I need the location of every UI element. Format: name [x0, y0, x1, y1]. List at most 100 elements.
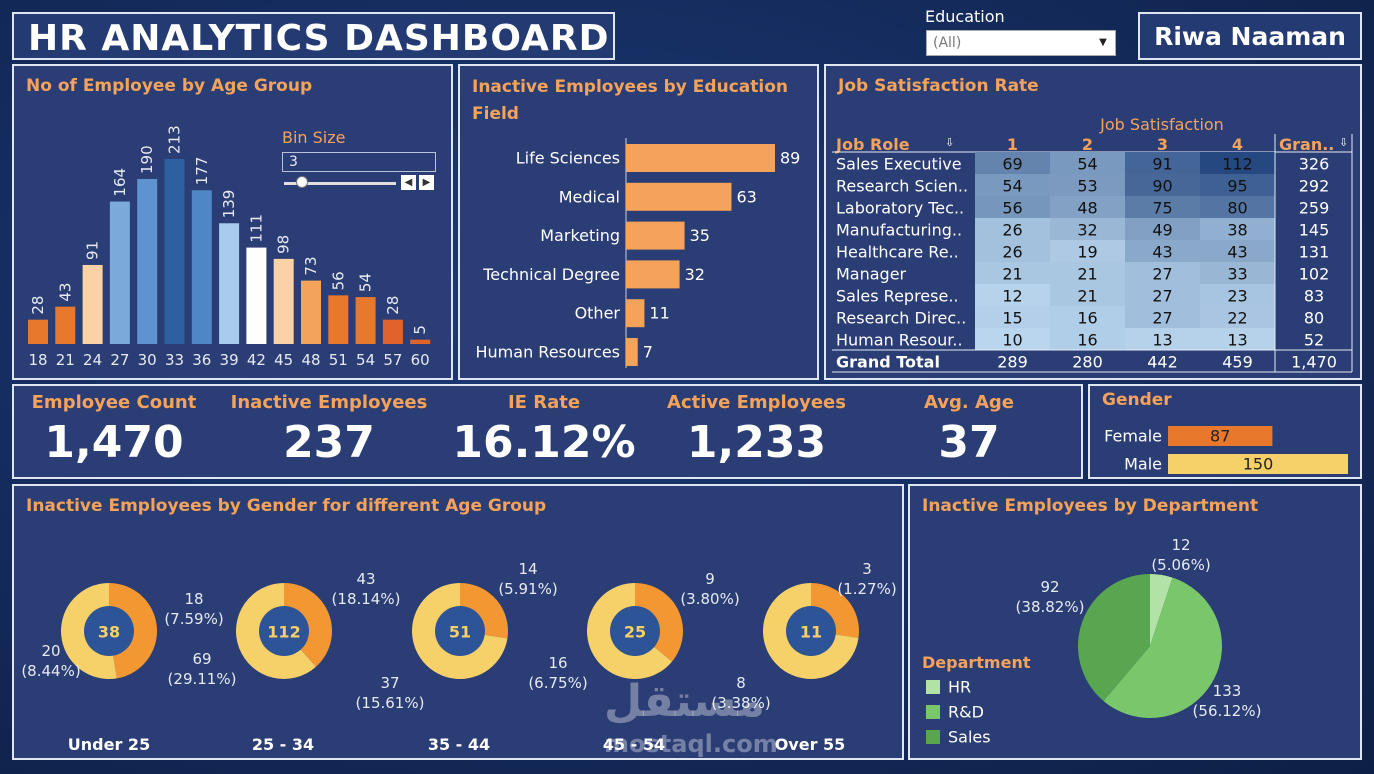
heatmap-cell-value: 13	[1152, 331, 1172, 350]
education-filter-select[interactable]: (All) ▼	[926, 30, 1116, 56]
age-bar-value: 98	[275, 235, 293, 254]
gender-bar	[1168, 426, 1273, 446]
heatmap-cell-value: 90	[1152, 177, 1172, 196]
age-panel-title: No of Employee by Age Group	[26, 76, 313, 96]
heatmap-cell	[1200, 284, 1275, 306]
education-category-label: Life Sciences	[516, 149, 620, 168]
author-name: Riwa Naaman	[1154, 22, 1346, 51]
education-filter-value: (All)	[933, 35, 962, 51]
heatmap-cell-value: 21	[1077, 287, 1097, 306]
heatmap-cell-value: 10	[1002, 331, 1022, 350]
donut-yellow-value: 16	[548, 654, 567, 672]
age-bar	[246, 247, 267, 344]
row-grand-total: 292	[1299, 177, 1330, 196]
education-bar-chart: 89 Life Sciences 63 Medical 35 Marketing 32 Tec…	[476, 138, 800, 368]
sort-icon: ⇩	[945, 136, 954, 149]
age-bar	[410, 339, 431, 344]
donut-orange-percent: (7.59%)	[164, 610, 223, 628]
job-role-label: Research Scien..	[836, 177, 968, 196]
gender-age-donut-charts: 3818(7.59%)20(8.44%)11243(18.14%)69(29.1…	[21, 560, 896, 712]
gender-panel: Gender Female 87 Male 150	[1088, 384, 1362, 479]
age-bar-value: 28	[29, 296, 47, 315]
donut-yellow-value: 20	[41, 642, 60, 660]
bin-size-input[interactable]: 3	[282, 152, 436, 172]
age-bar-value: 73	[302, 257, 320, 276]
gender-bar-chart: Female 87 Male 150	[1104, 426, 1348, 474]
age-bar	[328, 295, 349, 344]
age-tick-label: 39	[220, 351, 239, 369]
heatmap-cell	[1125, 240, 1200, 262]
heatmap-cell-value: 56	[1002, 199, 1022, 218]
department-legend-label: Sales	[948, 728, 991, 747]
donut-total: 51	[449, 623, 471, 642]
kpi-label: Avg. Age	[923, 392, 1015, 413]
gender-panel-title: Gender	[1102, 390, 1172, 410]
heatmap-cell-value: 22	[1227, 309, 1247, 328]
heatmap-cell	[1125, 328, 1200, 350]
donut-category-label: 45 - 54	[602, 735, 666, 754]
age-tick-label: 60	[411, 351, 430, 369]
job-role-label: Manager	[836, 265, 907, 284]
heatmap-cell-value: 19	[1077, 243, 1097, 262]
heatmap-cell	[975, 218, 1050, 240]
watermark-latin: mostaql.com	[604, 730, 778, 758]
education-bar-value: 11	[649, 304, 669, 323]
kpi-ie-rate: IE Rate 16.12%	[449, 392, 639, 468]
donut-yellow-value: 8	[736, 674, 746, 692]
education-category-label: Medical	[559, 187, 620, 206]
department-slice-value: 12	[1171, 536, 1190, 554]
job-satisfaction-title: Job Satisfaction Rate	[838, 76, 1039, 96]
heatmap-cell-value: 15	[1002, 309, 1022, 328]
age-bar	[355, 297, 376, 344]
heatmap-cell-value: 112	[1222, 155, 1253, 174]
gender-bar-value: 150	[1243, 455, 1274, 474]
bin-size-slider-track[interactable]	[284, 182, 396, 185]
department-legend-swatch	[926, 680, 940, 694]
department-slice-value: 133	[1213, 682, 1242, 700]
department-legend-title: Department	[922, 653, 1031, 672]
col-grand-total: 1,470	[1291, 353, 1337, 372]
heatmap-cell	[1125, 306, 1200, 328]
donut-orange-percent: (3.80%)	[680, 590, 739, 608]
dropdown-arrow-icon[interactable]: ▼	[1099, 37, 1107, 48]
job-role-label: Sales Represe..	[836, 287, 959, 306]
education-bar-value: 89	[780, 149, 800, 168]
kpi-label: Inactive Employees	[230, 392, 428, 413]
age-tick-label: 57	[383, 351, 402, 369]
slider-next-icon[interactable]: ▶	[419, 175, 434, 190]
bin-size-slider-handle[interactable]	[296, 176, 308, 188]
heatmap-cell	[1050, 152, 1125, 174]
heatmap-cell	[975, 196, 1050, 218]
department-slice-percent: (56.12%)	[1193, 702, 1262, 720]
heatmap-cell	[1200, 262, 1275, 284]
job-role-label: Laboratory Tec..	[836, 199, 964, 218]
gender-age-panel: Inactive Employees by Gender for differe…	[12, 484, 904, 760]
heatmap-cell-value: 95	[1227, 177, 1247, 196]
education-bar	[626, 260, 680, 289]
slider-prev-icon[interactable]: ◀	[401, 175, 416, 190]
job-role-label: Manufacturing..	[836, 221, 962, 240]
education-bar	[626, 182, 732, 211]
heatmap-cell	[1125, 284, 1200, 306]
job-role-label: Healthcare Re..	[836, 243, 959, 262]
department-pie-slice	[1150, 574, 1173, 646]
sort-icon: ⇩	[1339, 136, 1348, 149]
donut-total: 25	[624, 623, 646, 642]
row-grand-total: 102	[1299, 265, 1330, 284]
department-slice-percent: (38.82%)	[1016, 598, 1085, 616]
age-bar-value: 28	[384, 296, 402, 315]
heatmap-cell-value: 54	[1002, 177, 1022, 196]
kpi-value: 16.12%	[452, 417, 636, 468]
donut-orange-percent: (1.27%)	[837, 580, 896, 598]
job-satisfaction-col-header: 1	[1007, 135, 1018, 154]
heatmap-cell-value: 49	[1152, 221, 1172, 240]
age-bar	[219, 223, 240, 344]
row-grand-total: 80	[1304, 309, 1324, 328]
age-bar-value: 213	[166, 125, 184, 154]
age-bar-value: 5	[411, 325, 429, 335]
department-legend-label: HR	[948, 678, 971, 697]
heatmap-cell	[1200, 240, 1275, 262]
donut-hole	[786, 606, 836, 656]
heatmap-cell-value: 54	[1077, 155, 1097, 174]
age-tick-label: 33	[165, 351, 184, 369]
